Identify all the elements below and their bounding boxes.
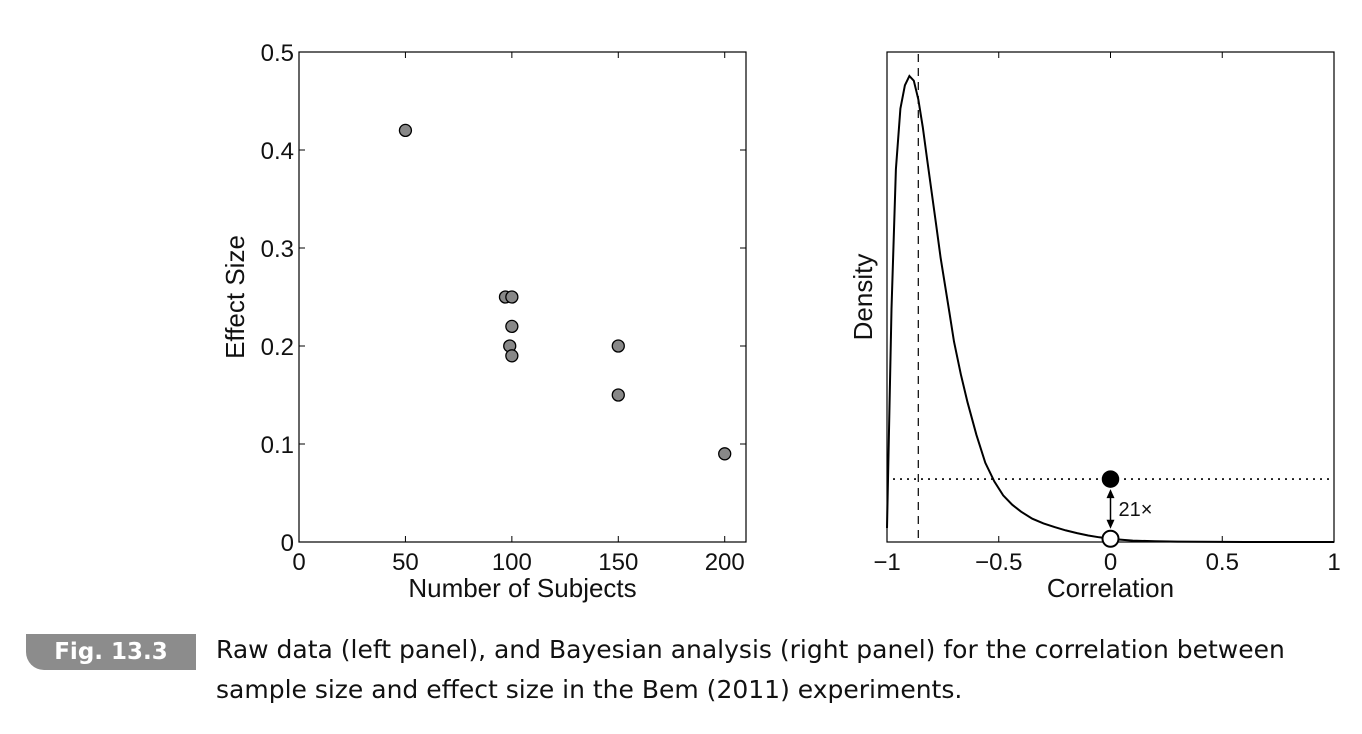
scatter-point xyxy=(505,290,519,304)
scatter-x-tick-label: 200 xyxy=(705,549,745,576)
density-x-tick-label: −1 xyxy=(873,549,900,576)
scatter-plot-frame xyxy=(298,51,747,543)
scatter-x-tick-label: 100 xyxy=(492,549,532,576)
scatter-y-tick-label: 0.5 xyxy=(261,40,294,67)
scatter-panel: 0 50 100 150 200 0 0.1 0.2 0.3 0.4 0.5 Number of S… xyxy=(220,40,747,603)
scatter-points xyxy=(398,123,732,461)
scatter-point xyxy=(398,123,413,138)
density-ticks: −1 −0.5 0 0.5 1 xyxy=(873,52,1341,576)
density-x-tick-label: 0.5 xyxy=(1206,549,1239,576)
scatter-ticks: 0 50 100 150 200 0 0.1 0.2 0.3 0.4 0.5 xyxy=(261,40,746,576)
density-x-axis-label: Correlation xyxy=(1047,573,1174,603)
scatter-x-tick-label: 150 xyxy=(598,549,638,576)
scatter-point xyxy=(611,388,625,402)
scatter-x-tick-label: 0 xyxy=(292,549,305,576)
bayes-factor-annotation: 21× xyxy=(1119,499,1153,521)
scatter-y-tick-label: 0.2 xyxy=(261,334,294,361)
scatter-point xyxy=(718,447,732,461)
scatter-y-tick-label: 0.1 xyxy=(261,432,294,459)
density-panel: −1 −0.5 0 0.5 1 21× Correlation Density xyxy=(848,51,1341,603)
scatter-point xyxy=(505,319,519,334)
posterior-height-open-dot xyxy=(1101,529,1120,548)
scatter-y-axis-label: Effect Size xyxy=(220,235,250,359)
prior-height-filled-dot xyxy=(1101,470,1120,488)
figure: 0 50 100 150 200 0 0.1 0.2 0.3 0.4 0.5 Number of S… xyxy=(220,40,1341,603)
caption-text: Raw data (left panel), and Bayesian anal… xyxy=(216,635,1285,704)
density-x-tick-label: 0 xyxy=(1104,549,1117,576)
figure-number-badge: Fig. 13.3 xyxy=(26,634,196,670)
figure-caption: Fig. 13.3 Raw data (left panel), and Bay… xyxy=(26,630,1346,720)
arrow-head-up xyxy=(1106,489,1115,499)
scatter-point xyxy=(505,349,519,363)
scatter-x-tick-label: 50 xyxy=(392,549,419,576)
arrow-head-down xyxy=(1106,519,1115,529)
density-x-tick-label: 1 xyxy=(1327,549,1340,576)
scatter-x-axis-label: Number of Subjects xyxy=(408,573,636,603)
scatter-point xyxy=(611,339,625,353)
density-x-tick-label: −0.5 xyxy=(975,549,1022,576)
density-y-axis-label: Density xyxy=(848,254,878,341)
density-plot-frame xyxy=(886,51,1335,543)
posterior-density-curve xyxy=(886,74,1334,543)
scatter-y-tick-label: 0 xyxy=(281,530,294,557)
scatter-y-tick-label: 0.3 xyxy=(261,236,294,263)
scatter-y-tick-label: 0.4 xyxy=(261,138,294,165)
